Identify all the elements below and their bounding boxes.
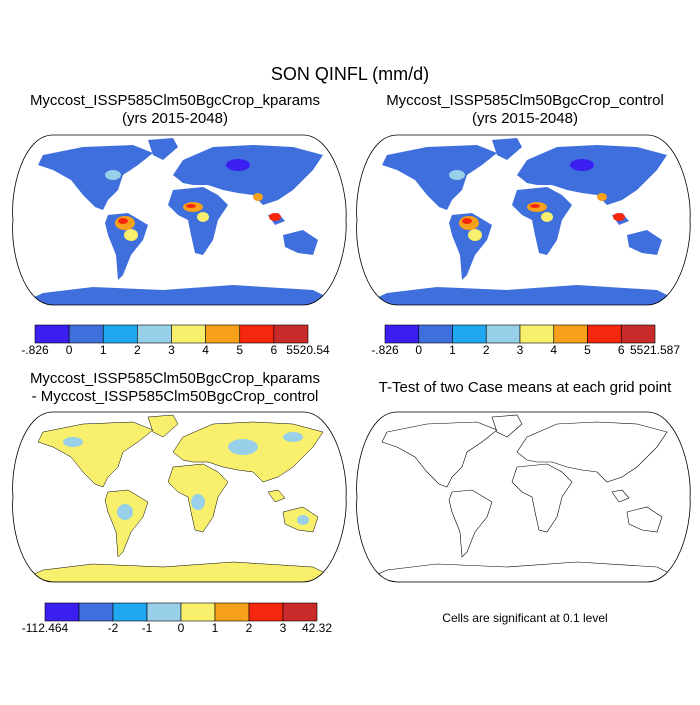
colorbar-label: 0 [66, 343, 73, 357]
colorbar-label: 3 [517, 343, 524, 357]
colorbar-box [171, 324, 206, 344]
note: Cells are significant at 0.1 level [442, 611, 607, 625]
panel-title: (yrs 2015-2048) [472, 110, 578, 127]
colorbar-box [587, 324, 622, 344]
colorbar-box [102, 324, 138, 344]
colorbar-box [384, 324, 420, 344]
colorbar-box [34, 324, 70, 344]
panel-title: - Myccost_ISSP585Clm50BgcCrop_control [32, 388, 319, 405]
colorbar-label: -2 [108, 621, 119, 635]
panel-title: Myccost_ISSP585Clm50BgcCrop_control [386, 92, 664, 109]
panel-title: Myccost_ISSP585Clm50BgcCrop_kparams [30, 370, 320, 387]
colorbar-label: 5 [236, 343, 243, 357]
figure-title: SON QINFL (mm/d) [271, 64, 429, 84]
colorbar-box [112, 602, 148, 622]
panel-title: (yrs 2015-2048) [122, 110, 228, 127]
colorbar-label: 6 [271, 343, 278, 357]
colorbar-label: 1 [449, 343, 456, 357]
colorbar-box [553, 324, 588, 344]
colorbar-box [273, 324, 309, 344]
colorbar-label: 6 [618, 343, 625, 357]
colorbar-label: -1 [142, 621, 153, 635]
colorbar-box [418, 324, 453, 344]
colorbar-box [519, 324, 555, 344]
colorbar-box [214, 602, 250, 622]
panel-title: Myccost_ISSP585Clm50BgcCrop_kparams [30, 92, 320, 109]
colorbar-label: 5521.587 [630, 343, 680, 357]
colorbar-box [44, 602, 80, 622]
map [12, 134, 347, 306]
colorbar-box [248, 602, 284, 622]
colorbar-label: 2 [246, 621, 253, 635]
colorbar-box [78, 602, 114, 622]
map [12, 411, 347, 583]
colorbar-box [282, 602, 318, 622]
colorbar-label: 3 [280, 621, 287, 635]
colorbar-label: 2 [134, 343, 141, 357]
colorbar-label: 1 [100, 343, 107, 357]
colorbar-box [146, 602, 182, 622]
colorbar-label: 4 [202, 343, 209, 357]
colorbar-label: 5 [584, 343, 591, 357]
map [356, 134, 691, 306]
colorbar-box [68, 324, 104, 344]
colorbar-label: -.826 [371, 343, 399, 357]
colorbar-label: 1 [212, 621, 219, 635]
colorbar-label: 0 [415, 343, 422, 357]
colorbar-label: 0 [178, 621, 185, 635]
colorbar-box [137, 324, 172, 344]
colorbar-box [239, 324, 275, 344]
colorbar-label: 42.32 [302, 621, 332, 635]
colorbar-label: 5520.54 [286, 343, 330, 357]
map [356, 411, 691, 583]
colorbar-box [452, 324, 487, 344]
colorbar-box [485, 324, 521, 344]
colorbar-label: -.826 [21, 343, 49, 357]
panel-title: T-Test of two Case means at each grid po… [379, 379, 672, 396]
colorbar-box [180, 602, 216, 622]
colorbar-label: 3 [168, 343, 175, 357]
colorbar-box [620, 324, 656, 344]
colorbar-label: 4 [550, 343, 557, 357]
colorbar-label: -112.464 [22, 621, 69, 635]
colorbar-label: 2 [483, 343, 490, 357]
colorbar-box [205, 324, 241, 344]
